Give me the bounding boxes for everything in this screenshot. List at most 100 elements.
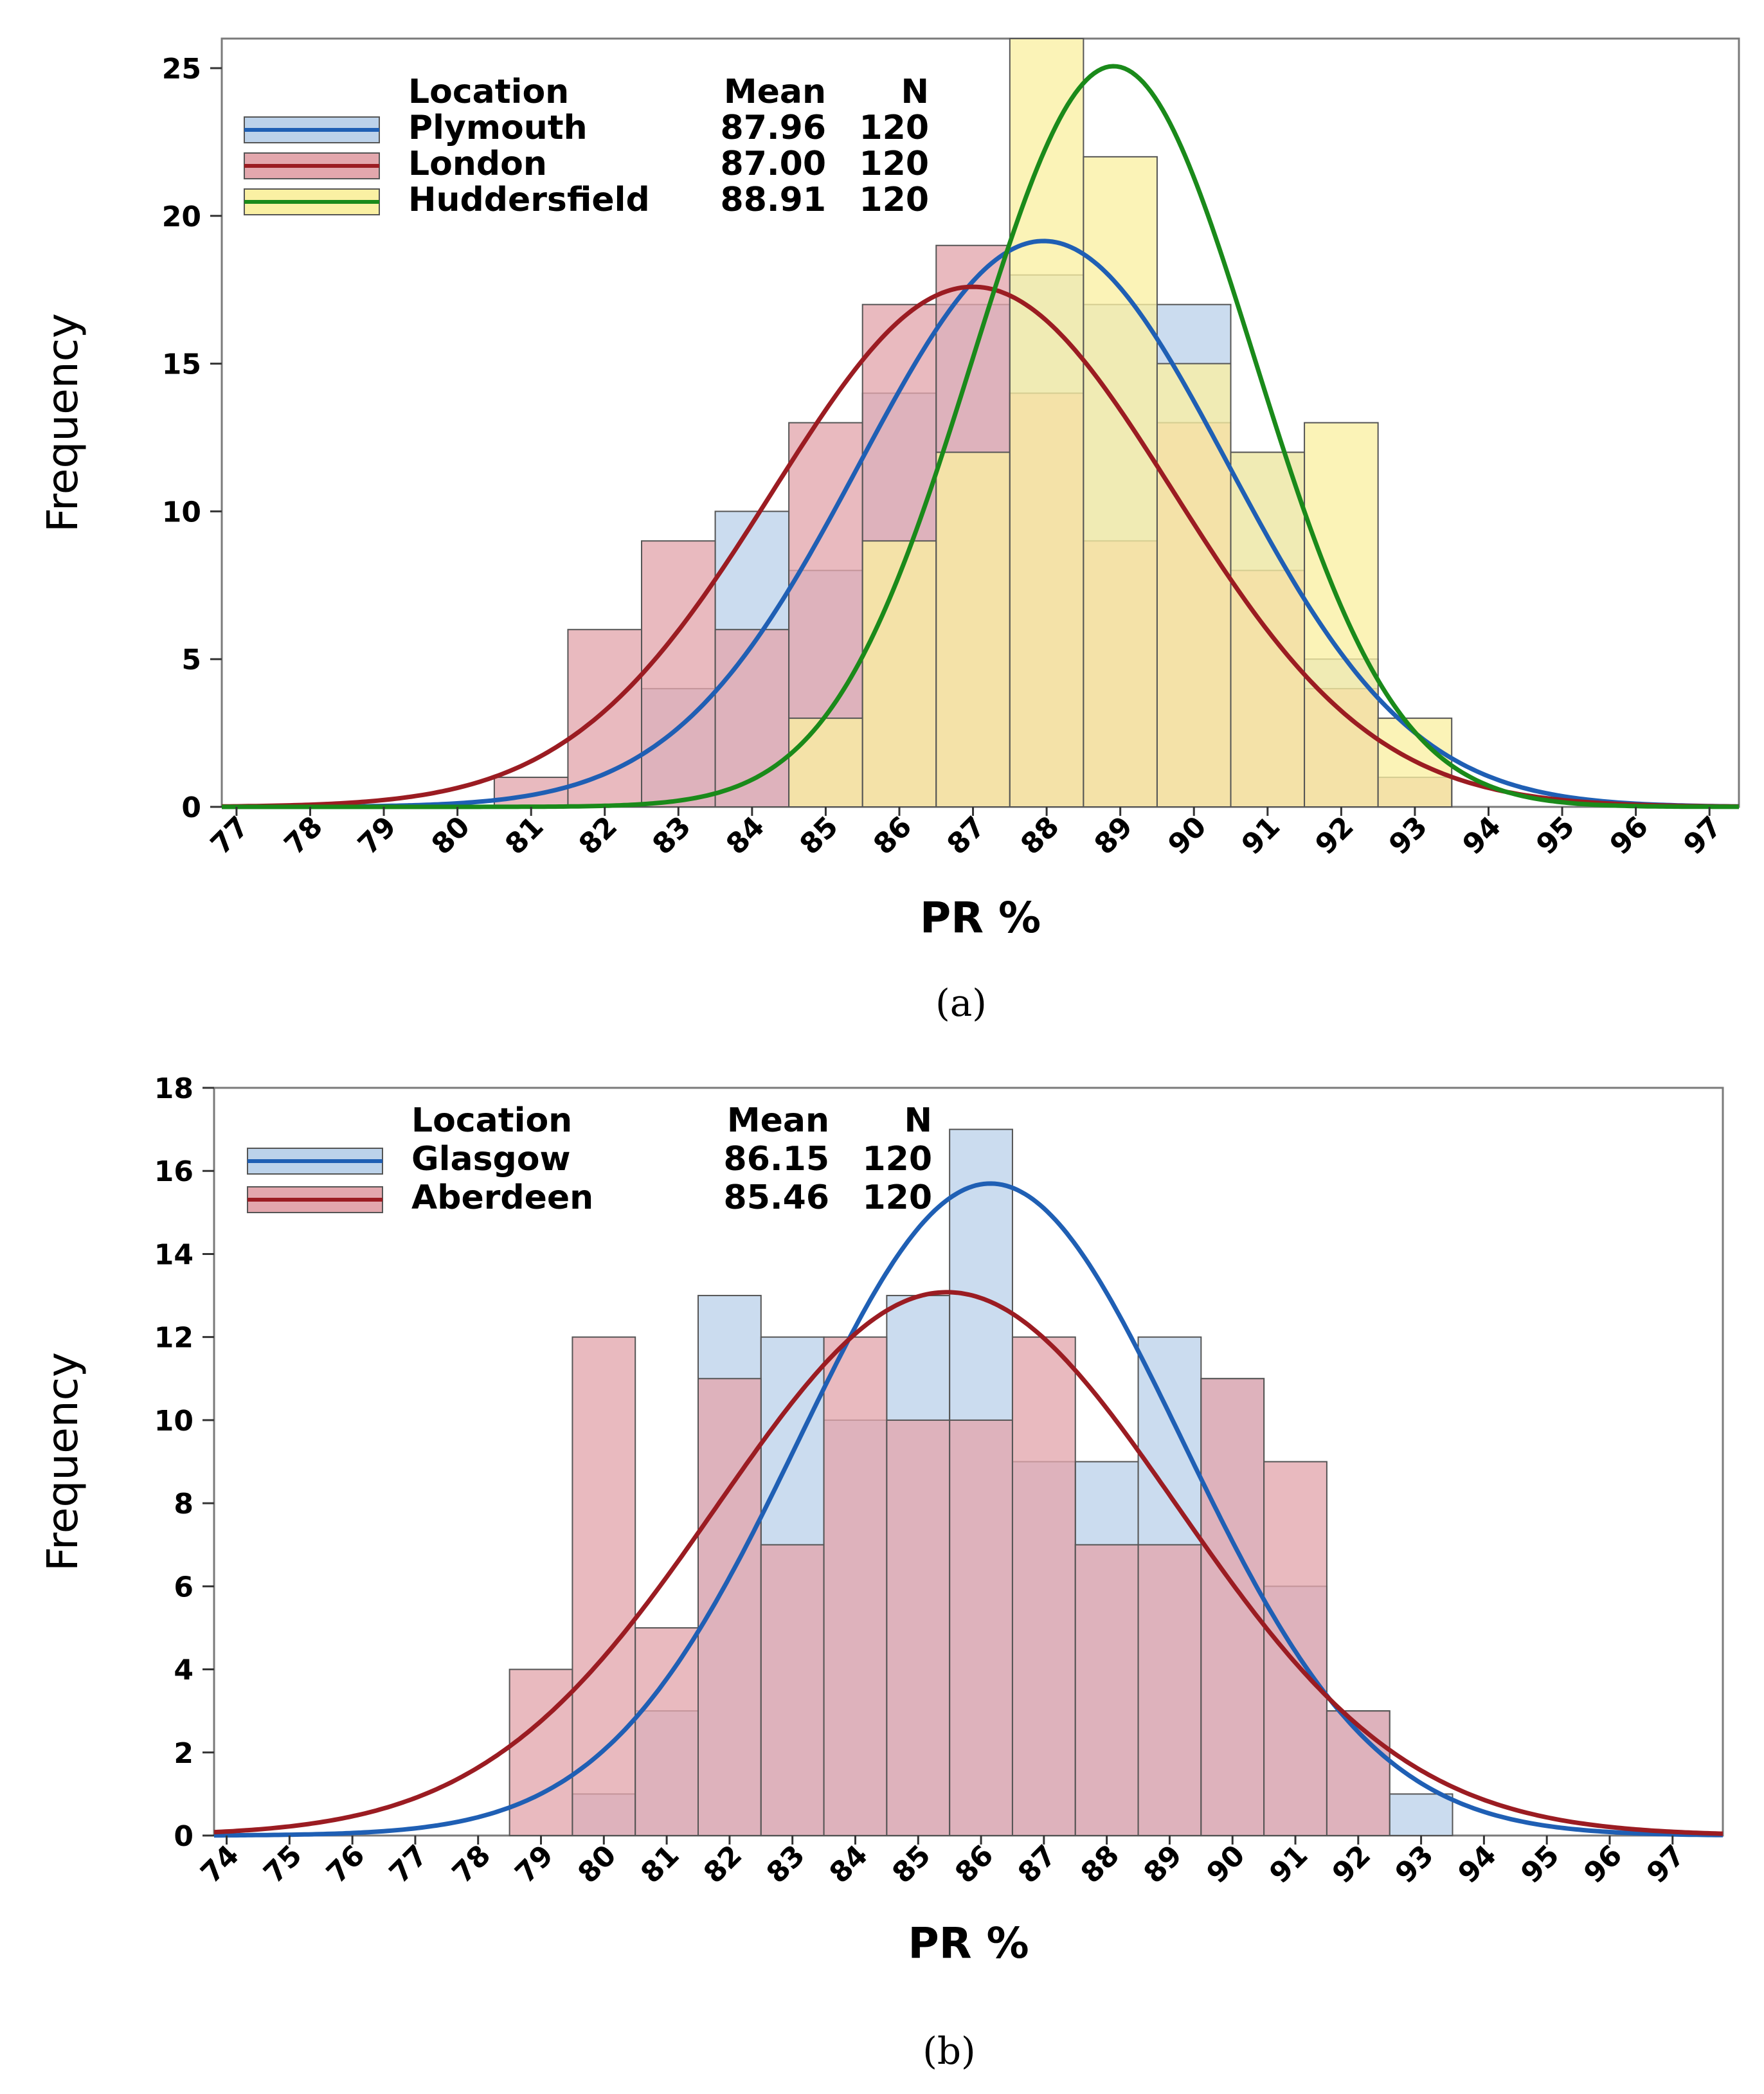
x-tick-label: 83 [760,1839,811,1890]
x-tick-label: 93 [1383,810,1434,861]
y-tick-label: 2 [174,1737,194,1770]
x-axis-label: PR % [908,1918,1029,1968]
fit-curve-huddersfield [222,64,1739,809]
y-tick-label: 25 [162,53,201,86]
legend-header-n: N [904,1101,932,1140]
x-tick-label: 86 [949,1839,1000,1890]
legend-name-glasgow: Glasgow [411,1140,571,1178]
y-tick-label: 12 [154,1322,194,1355]
x-tick-label: 90 [1162,810,1212,861]
fit-curve-glasgow [214,1181,1723,1838]
legend-name-plymouth: Plymouth [408,109,588,147]
x-tick-label: 83 [646,810,697,861]
y-axis-label: Frequency [38,313,87,532]
legend-header-n: N [901,73,929,111]
legend-header-location: Location [408,73,569,111]
series-huddersfield-bars [788,38,1453,808]
x-tick-label: 78 [278,810,329,861]
fit-curve-london [221,284,1740,809]
bar-aberdeen-87 [1011,1336,1076,1837]
bar-aberdeen-90 [1200,1378,1265,1837]
x-tick-label: 82 [573,810,624,861]
x-tick-label: 88 [1075,1839,1126,1890]
legend-n-huddersfield: 120 [859,181,929,219]
y-tick-label: 15 [162,348,201,381]
bar-aberdeen-82 [697,1378,762,1837]
x-tick-label: 92 [1309,810,1360,861]
x-tick-label: 91 [1263,1839,1314,1890]
x-tick-label: 77 [204,810,255,861]
series-aberdeen-bars [509,1336,1390,1837]
x-tick-label: 89 [1088,810,1139,861]
x-tick-label: 81 [634,1839,685,1890]
bar-huddersfield-89 [1083,156,1158,808]
fit-curve-aberdeen [213,1290,1724,1836]
x-tick-label: 89 [1137,1839,1188,1890]
bar-aberdeen-88 [1074,1544,1139,1836]
bar-aberdeen-79 [509,1668,573,1837]
bar-huddersfield-90 [1156,363,1232,808]
x-tick-label: 79 [509,1839,560,1890]
x-tick-label: 81 [499,810,550,861]
fit-curve-plymouth [222,239,1740,809]
legend-mean-london: 87.00 [721,145,826,183]
x-tick-label: 90 [1200,1839,1251,1890]
legend-n-london: 120 [859,145,929,183]
x-tick-label: 88 [1014,810,1065,861]
y-tick-label: 0 [181,791,201,824]
y-tick-label: 0 [174,1820,194,1853]
x-tick-label: 97 [1677,810,1728,861]
bar-london-81 [493,777,569,808]
bar-aberdeen-81 [634,1627,699,1836]
y-tick-label: 8 [174,1488,194,1521]
bar-aberdeen-89 [1137,1544,1202,1836]
y-tick-label: 14 [154,1238,194,1271]
bar-london-83 [641,540,716,808]
bar-glasgow-93 [1389,1793,1454,1837]
y-tick-label: 6 [174,1571,194,1603]
x-tick-label: 94 [1452,1839,1502,1890]
legend-mean-aberdeen: 85.46 [724,1178,829,1217]
x-tick-label: 86 [867,810,918,861]
bar-huddersfield-85 [788,718,863,808]
x-tick-label: 91 [1236,810,1286,861]
x-tick-label: 95 [1515,1839,1565,1890]
x-tick-label: 93 [1389,1839,1440,1890]
legend: Location Mean N Glasgow 86.15 120 Aberdeen 85.4… [247,1101,932,1217]
x-tick-label: 82 [698,1839,748,1890]
x-tick-label: 80 [426,810,476,861]
y-tick-label: 5 [181,644,201,676]
legend-header-mean: Mean [727,1101,829,1140]
x-tick-label: 87 [941,810,992,861]
legend-n-plymouth: 120 [859,109,929,147]
x-tick-label: 75 [257,1839,308,1890]
panel-caption: (a) [935,981,987,1025]
y-tick-label: 10 [154,1405,194,1438]
bar-aberdeen-83 [760,1544,825,1836]
x-tick-label: 95 [1530,810,1581,861]
chart-panel-a: 0 5 10 15 20 25 77 78 79 80 81 82 83 84 85 86 87 88 89 90 91… [38,37,1740,1025]
legend-name-london: London [408,145,547,183]
y-tick-label: 4 [174,1654,194,1687]
x-tick-label: 94 [1457,810,1508,861]
x-tick-label: 77 [383,1839,434,1890]
bar-london-82 [567,629,643,808]
legend: Location Mean N Plymouth 87.96 120 London 87.00… [244,73,929,219]
bar-huddersfield-86 [861,540,937,808]
y-tick-label: 20 [162,201,201,233]
x-tick-label: 76 [320,1839,371,1890]
y-tick-label: 16 [154,1155,194,1188]
legend-header-location: Location [411,1101,572,1140]
bar-aberdeen-80 [572,1336,636,1837]
x-axis-label: PR % [920,893,1041,943]
x-tick-label: 80 [572,1839,622,1890]
bar-aberdeen-84 [823,1336,888,1837]
legend-n-aberdeen: 120 [862,1178,932,1217]
x-tick-label: 84 [824,1839,874,1890]
legend-n-glasgow: 120 [862,1140,932,1178]
bar-aberdeen-85 [886,1419,951,1836]
x-tick-label: 96 [1578,1839,1628,1890]
y-tick-label: 18 [154,1072,194,1105]
